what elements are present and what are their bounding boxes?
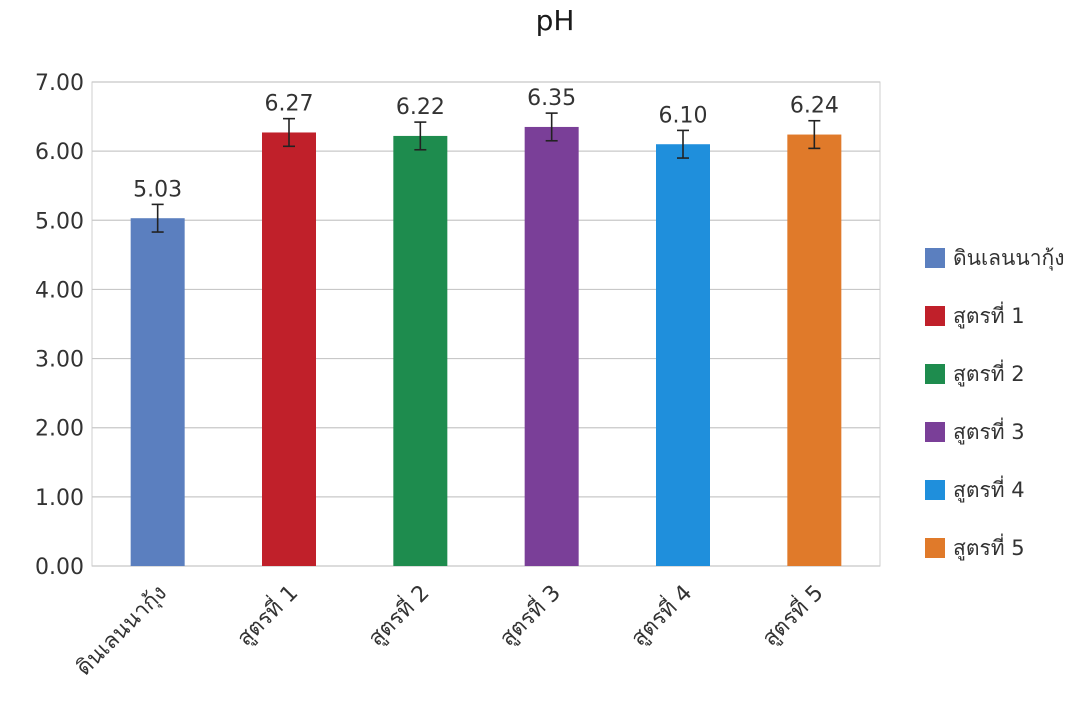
plot-frame [91, 81, 881, 567]
bar [787, 134, 842, 566]
bar [130, 218, 185, 566]
legend-label: สูตรที่ 2 [953, 361, 1025, 386]
data-label: 6.10 [659, 103, 708, 128]
x-tick-label: สูตรที่ 4 [624, 578, 698, 652]
y-tick-label: 1.00 [35, 486, 84, 511]
x-tick-label: สูตรที่ 3 [492, 578, 566, 652]
y-tick-label: 5.00 [35, 209, 84, 234]
x-tick-label: สูตรที่ 5 [755, 578, 829, 652]
legend-label: สูตรที่ 5 [953, 535, 1025, 560]
y-tick-label: 0.00 [35, 555, 84, 580]
data-label: 6.24 [790, 94, 839, 119]
y-tick-label: 6.00 [35, 140, 84, 165]
y-tick-label: 3.00 [35, 348, 84, 373]
y-tick-label: 2.00 [35, 417, 84, 442]
bar [524, 126, 579, 566]
data-label: 6.22 [396, 95, 445, 120]
legend-item: สูตรที่ 3 [925, 420, 1025, 444]
y-tick-label: 4.00 [35, 278, 84, 303]
x-tick-label: ดินเลนนากุ้ง [72, 581, 172, 681]
legend-label: สูตรที่ 1 [953, 303, 1025, 328]
legend-item: สูตรที่ 5 [925, 536, 1025, 560]
data-label: 5.03 [133, 177, 182, 202]
legend-item: สูตรที่ 1 [925, 304, 1025, 328]
legend-item: สูตรที่ 2 [925, 362, 1025, 386]
data-label: 6.35 [527, 86, 576, 111]
bar [656, 144, 710, 566]
legend-swatch [925, 248, 945, 268]
bar [393, 135, 448, 566]
bar [262, 132, 316, 566]
legend-swatch [925, 306, 945, 326]
chart-title: pH [535, 4, 575, 37]
legend-item: ดินเลนนากุ้ง [925, 246, 1065, 270]
legend-label: สูตรที่ 3 [953, 419, 1025, 444]
x-tick-label: สูตรที่ 1 [230, 578, 304, 652]
legend-label: ดินเลนนากุ้ง [953, 245, 1065, 270]
data-label: 6.27 [265, 92, 314, 117]
legend-swatch [925, 422, 945, 442]
y-tick-label: 7.00 [35, 71, 84, 96]
legend-swatch [925, 364, 945, 384]
x-tick-label: สูตรที่ 2 [361, 578, 435, 652]
legend-swatch [925, 480, 945, 500]
legend-swatch [925, 538, 945, 558]
legend-item: สูตรที่ 4 [925, 478, 1025, 502]
legend-label: สูตรที่ 4 [953, 477, 1025, 502]
